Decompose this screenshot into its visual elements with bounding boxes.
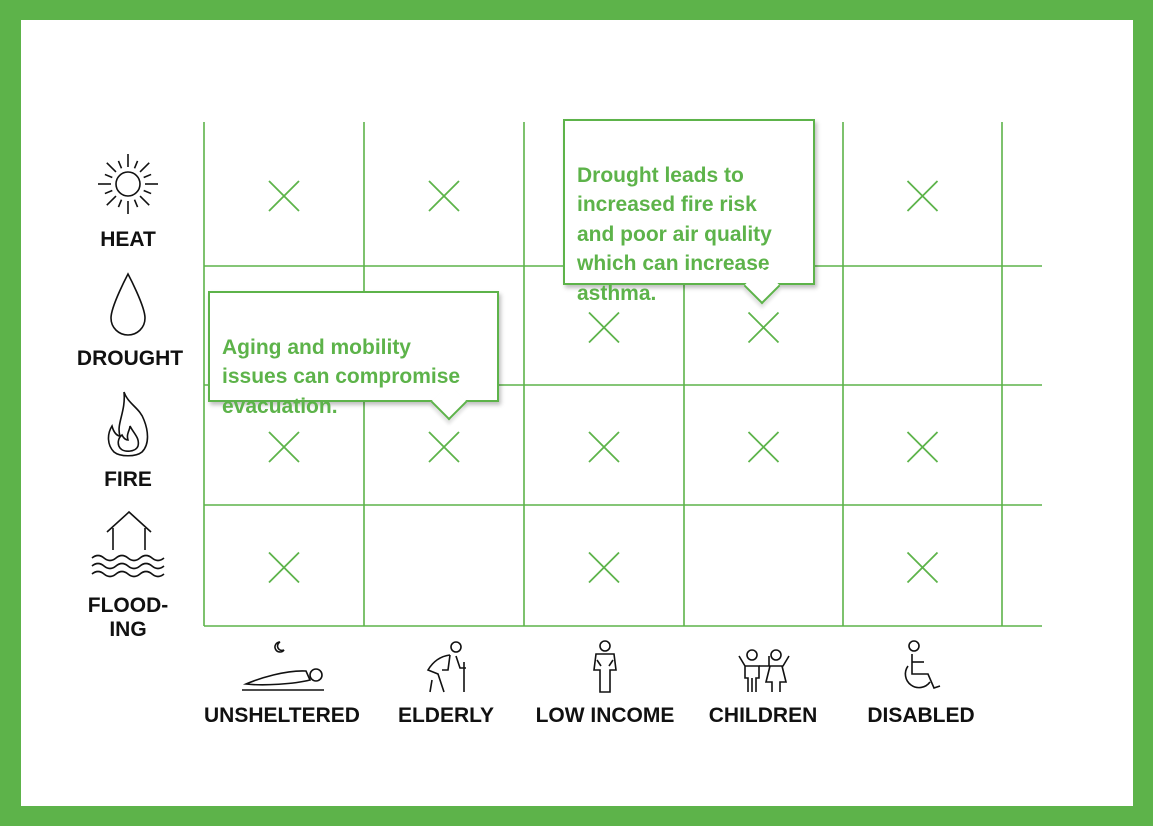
x-mark-fire-unsheltered [268,431,300,463]
children-icon [738,649,790,692]
row-label-heat: HEAT [100,228,156,251]
x-mark-fire-low-income [588,431,620,463]
sun-ray [133,160,139,169]
x-mark-fire-elderly [428,431,460,463]
sleeping-person-icon [242,641,324,691]
sun-ray [117,160,123,169]
x-mark-heat-unsheltered [268,180,300,212]
x-mark-fire-children [747,431,780,463]
x-mark-heat-elderly [428,180,460,212]
person-pockets-icon [593,640,617,693]
x-marks [268,180,939,584]
flame-icon [107,391,149,457]
sun-ray [139,195,150,206]
row-label-flooding: FLOOD- ING [87,594,169,641]
col-label-unsheltered: UNSHELTERED [204,704,360,727]
callout-drought-text: Drought leads to increased fire risk and… [577,163,772,305]
water-drop-icon [110,272,146,336]
flooded-house-icon [91,510,165,578]
x-mark-drought-low-income [588,311,620,344]
x-mark-flooding-unsheltered [268,551,300,584]
x-mark-fire-disabled [906,431,939,463]
col-label-disabled: DISABLED [867,704,975,727]
col-label-children: CHILDREN [708,704,818,727]
x-mark-heat-disabled [906,180,939,212]
col-label-low-income: LOW INCOME [535,704,675,727]
sun-ray [104,173,113,179]
sun-ray [104,189,113,195]
row-label-drought: DROUGHT [76,347,184,370]
sun-ray [106,162,117,173]
sun-ray [143,189,152,195]
x-mark-flooding-disabled [906,551,939,584]
wheelchair-icon [904,640,941,689]
x-mark-flooding-low-income [588,551,620,584]
callout-elderly-text: Aging and mobility issues can compromise… [222,335,461,418]
callout-drought: Drought leads to increased fire risk and… [563,119,815,305]
sun-ray [106,195,117,206]
col-label-elderly: ELDERLY [397,704,495,727]
sun-ray [139,162,150,173]
elderly-person-icon [426,641,466,693]
row-label-fire: FIRE [104,468,152,491]
sun-ray [143,173,152,179]
x-mark-drought-children [747,311,780,344]
sun-icon [98,154,158,214]
callout-elderly: Aging and mobility issues can compromise… [208,291,499,421]
sun-ray [117,199,123,208]
sun-ray [133,199,139,208]
